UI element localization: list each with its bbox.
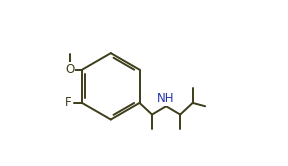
Text: F: F bbox=[65, 96, 71, 109]
Text: NH: NH bbox=[157, 92, 175, 105]
Text: O: O bbox=[65, 63, 74, 76]
